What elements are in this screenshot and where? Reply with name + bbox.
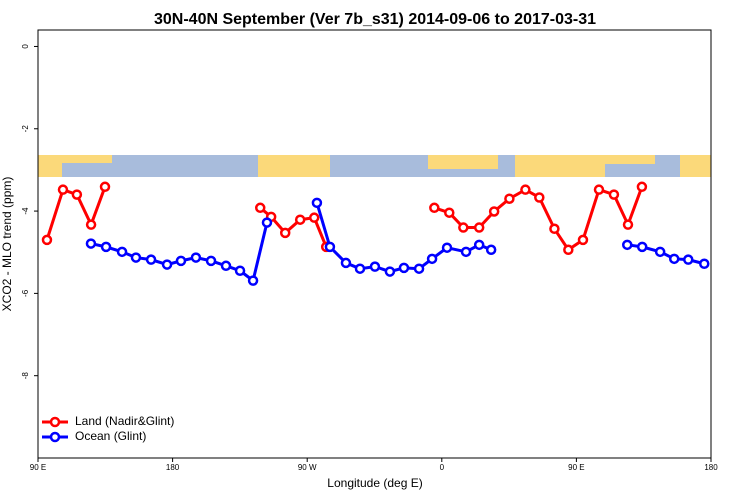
- x-tick-label: 0: [440, 463, 445, 472]
- point: [668, 253, 680, 265]
- point: [520, 184, 531, 195]
- y-tick-label: -6: [21, 289, 30, 297]
- x-tick-label: 180: [704, 463, 718, 472]
- x-axis-label: Longitude (deg E): [327, 476, 422, 490]
- point: [608, 189, 620, 200]
- point: [441, 242, 453, 253]
- x-tick-label: 90 W: [298, 463, 317, 472]
- point: [384, 266, 396, 277]
- point: [71, 189, 83, 200]
- point: [247, 275, 259, 286]
- map-band: [38, 155, 711, 177]
- point: [340, 257, 352, 269]
- point: [161, 259, 173, 270]
- point: [473, 222, 485, 233]
- point: [99, 181, 111, 193]
- point: [504, 193, 515, 204]
- plot-frame: [37, 29, 712, 459]
- series-line: [90, 202, 705, 284]
- chart-title: 30N-40N September (Ver 7b_s31) 2014-09-0…: [154, 11, 596, 28]
- legend-marker: [49, 431, 61, 443]
- point: [234, 265, 246, 276]
- x-tick-label: 90 E: [568, 463, 584, 472]
- point: [324, 241, 336, 253]
- point: [308, 212, 320, 223]
- point: [413, 263, 425, 274]
- point: [488, 206, 500, 217]
- point: [577, 234, 589, 246]
- point: [116, 246, 128, 258]
- point: [699, 258, 710, 270]
- point: [261, 217, 273, 228]
- point: [636, 181, 648, 193]
- point: [654, 246, 666, 258]
- point: [636, 241, 648, 253]
- point: [254, 202, 266, 214]
- point: [354, 263, 366, 274]
- legend-label: Land (Nadir&Glint): [75, 414, 174, 428]
- y-tick-label: 0: [21, 44, 30, 49]
- series-line: [45, 186, 644, 252]
- point: [563, 244, 574, 256]
- point: [100, 241, 112, 253]
- point: [429, 202, 440, 214]
- point: [175, 255, 187, 267]
- y-tick-label: -4: [21, 207, 30, 215]
- point: [534, 192, 545, 203]
- point: [369, 261, 381, 272]
- point: [444, 207, 455, 218]
- y-tick-label: -8: [21, 372, 30, 380]
- point: [398, 262, 410, 274]
- point: [205, 255, 217, 267]
- point: [294, 214, 306, 225]
- point: [622, 219, 634, 230]
- point: [85, 219, 97, 230]
- point: [460, 246, 472, 258]
- point: [621, 239, 633, 251]
- x-tick-label: 180: [166, 463, 180, 472]
- point: [426, 253, 438, 265]
- y-axis-label: XCO2 - MLO trend (ppm): [0, 177, 14, 312]
- point: [473, 239, 485, 251]
- legend-label: Ocean (Glint): [75, 429, 146, 443]
- point: [485, 244, 497, 256]
- point: [190, 252, 202, 263]
- point: [145, 254, 157, 265]
- point: [130, 252, 142, 263]
- point: [593, 184, 605, 195]
- point: [41, 234, 53, 246]
- point: [85, 238, 97, 249]
- y-tick-label: -2: [21, 125, 30, 133]
- point: [683, 254, 694, 265]
- point: [57, 184, 69, 195]
- point: [549, 223, 560, 235]
- point: [458, 222, 469, 233]
- point: [279, 227, 291, 239]
- point: [311, 197, 323, 209]
- point: [220, 260, 232, 272]
- legend-marker: [49, 416, 61, 428]
- x-tick-label: 90 E: [30, 463, 46, 472]
